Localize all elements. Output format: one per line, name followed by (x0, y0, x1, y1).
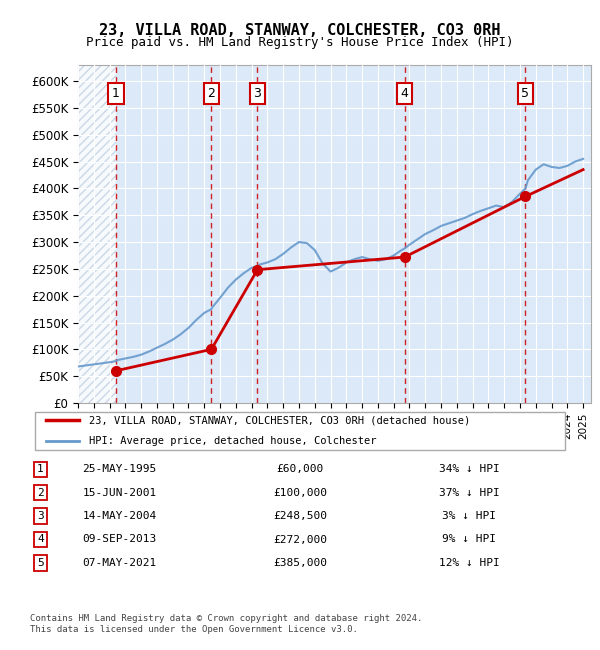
Text: £248,500: £248,500 (273, 511, 327, 521)
Text: 37% ↓ HPI: 37% ↓ HPI (439, 488, 500, 498)
Text: 5: 5 (37, 558, 44, 568)
Text: 25-MAY-1995: 25-MAY-1995 (82, 464, 157, 474)
Text: 12% ↓ HPI: 12% ↓ HPI (439, 558, 500, 568)
Text: 4: 4 (401, 87, 409, 100)
Text: 15-JUN-2001: 15-JUN-2001 (82, 488, 157, 498)
Bar (78, 65, 116, 403)
Text: £60,000: £60,000 (277, 464, 323, 474)
Text: 9% ↓ HPI: 9% ↓ HPI (442, 534, 496, 545)
Bar (78, 65, 116, 403)
Text: 3: 3 (254, 87, 262, 100)
Text: 1: 1 (112, 87, 120, 100)
Text: 4: 4 (37, 534, 44, 545)
Text: HPI: Average price, detached house, Colchester: HPI: Average price, detached house, Colc… (89, 436, 377, 446)
Text: 07-MAY-2021: 07-MAY-2021 (82, 558, 157, 568)
Text: 2: 2 (37, 488, 44, 498)
Text: 3% ↓ HPI: 3% ↓ HPI (442, 511, 496, 521)
Text: 23, VILLA ROAD, STANWAY, COLCHESTER, CO3 0RH: 23, VILLA ROAD, STANWAY, COLCHESTER, CO3… (99, 23, 501, 38)
Text: 23, VILLA ROAD, STANWAY, COLCHESTER, CO3 0RH (detached house): 23, VILLA ROAD, STANWAY, COLCHESTER, CO3… (89, 415, 470, 425)
Text: 09-SEP-2013: 09-SEP-2013 (82, 534, 157, 545)
Text: 1: 1 (37, 464, 44, 474)
Text: 2: 2 (208, 87, 215, 100)
Text: Contains HM Land Registry data © Crown copyright and database right 2024.
This d: Contains HM Land Registry data © Crown c… (30, 614, 422, 634)
Text: Price paid vs. HM Land Registry's House Price Index (HPI): Price paid vs. HM Land Registry's House … (86, 36, 514, 49)
Text: 3: 3 (37, 511, 44, 521)
Text: 34% ↓ HPI: 34% ↓ HPI (439, 464, 500, 474)
Text: 14-MAY-2004: 14-MAY-2004 (82, 511, 157, 521)
Text: £272,000: £272,000 (273, 534, 327, 545)
Text: 5: 5 (521, 87, 529, 100)
Text: £385,000: £385,000 (273, 558, 327, 568)
FancyBboxPatch shape (35, 411, 565, 450)
Text: £100,000: £100,000 (273, 488, 327, 498)
